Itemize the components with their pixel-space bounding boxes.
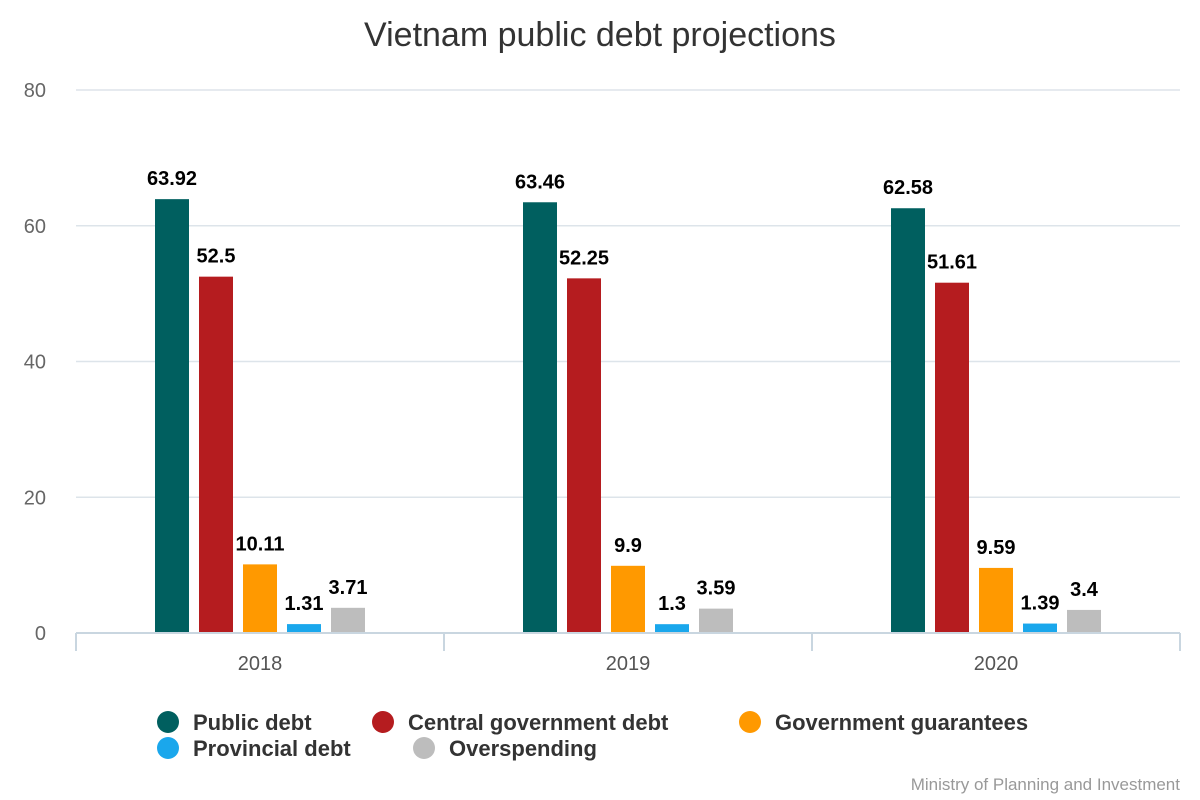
data-label: 52.25 [559, 247, 609, 269]
data-label: 3.4 [1070, 579, 1099, 601]
bar[interactable] [611, 565, 645, 633]
legend[interactable]: Public debt Central government debt Govern… [157, 710, 1028, 761]
bar[interactable] [199, 276, 233, 633]
legend-marker [413, 737, 435, 759]
legend-item[interactable]: Provincial debt [157, 736, 351, 761]
legend-marker [739, 711, 761, 733]
data-label: 52.5 [197, 246, 236, 268]
x-tick-label: 2019 [606, 653, 651, 675]
data-label: 9.59 [977, 537, 1016, 559]
bar[interactable] [155, 199, 189, 633]
legend-item[interactable]: Overspending [413, 736, 597, 761]
data-label: 3.71 [329, 577, 368, 599]
x-tick-label: 2020 [974, 653, 1019, 675]
data-label: 51.61 [927, 252, 977, 274]
bar[interactable] [243, 564, 277, 633]
y-axis: 0 20 40 60 80 [24, 80, 46, 645]
bar[interactable] [979, 567, 1013, 633]
legend-item[interactable]: Central government debt [372, 710, 669, 735]
bar[interactable] [891, 208, 925, 633]
data-label: 1.3 [658, 593, 686, 615]
data-label: 1.39 [1021, 593, 1060, 615]
source-credit: Ministry of Planning and Investment [911, 775, 1181, 794]
y-tick-label: 20 [24, 487, 46, 509]
data-label: 3.59 [697, 578, 736, 600]
legend-item[interactable]: Government guarantees [739, 710, 1028, 735]
bar[interactable] [331, 607, 365, 633]
data-label: 63.92 [147, 168, 197, 190]
data-label: 9.9 [614, 535, 642, 557]
bar[interactable] [1023, 623, 1057, 633]
chart-title: Vietnam public debt projections [364, 16, 836, 54]
data-label: 10.11 [236, 533, 285, 555]
x-axis: 2018 2019 2020 [75, 632, 1181, 675]
x-tick-label: 2018 [238, 653, 283, 675]
bar[interactable] [935, 282, 969, 633]
y-tick-label: 60 [24, 216, 46, 238]
bar[interactable] [523, 202, 557, 633]
bar[interactable] [567, 278, 601, 633]
y-tick-label: 40 [24, 352, 46, 374]
data-labels: 63.92 52.5 10.11 1.313.71 63.46 52.25 9.9 1.3 3.… [145, 166, 1101, 617]
legend-label: Provincial debt [193, 736, 351, 761]
legend-label: Overspending [449, 736, 597, 761]
data-label: 1.31 [285, 593, 324, 615]
legend-label: Government guarantees [775, 710, 1028, 735]
bar[interactable] [699, 608, 733, 633]
bar[interactable] [655, 624, 689, 633]
bar[interactable] [1067, 609, 1101, 633]
bars [155, 199, 1101, 633]
data-label: 63.46 [515, 171, 565, 193]
data-label: 62.58 [883, 177, 933, 199]
legend-marker [157, 737, 179, 759]
gridlines [76, 89, 1180, 498]
legend-marker [372, 711, 394, 733]
bar[interactable] [287, 624, 321, 633]
legend-marker [157, 711, 179, 733]
legend-label: Central government debt [408, 710, 669, 735]
legend-item[interactable]: Public debt [157, 710, 312, 735]
legend-label: Public debt [193, 710, 312, 735]
y-tick-label: 0 [35, 623, 46, 645]
y-tick-label: 80 [24, 80, 46, 102]
